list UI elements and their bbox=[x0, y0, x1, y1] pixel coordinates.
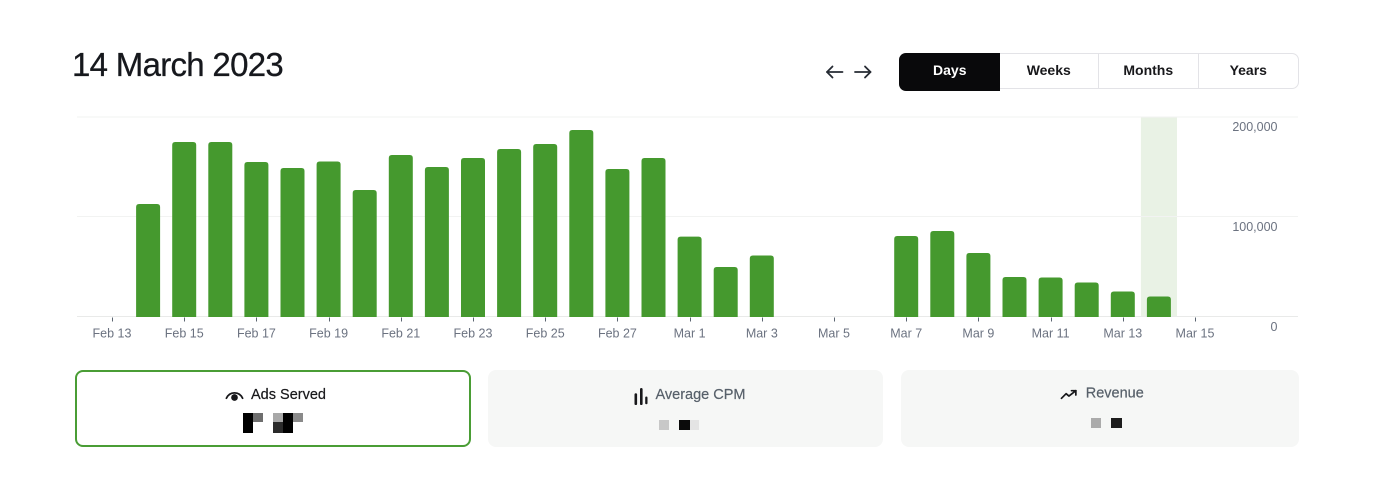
svg-text:Mar 5: Mar 5 bbox=[818, 327, 850, 341]
svg-text:Feb 25: Feb 25 bbox=[526, 327, 565, 341]
svg-text:Mar 7: Mar 7 bbox=[890, 327, 922, 341]
svg-text:100,000: 100,000 bbox=[1232, 220, 1277, 234]
svg-text:200,000: 200,000 bbox=[1232, 120, 1277, 134]
svg-text:Feb 23: Feb 23 bbox=[454, 327, 493, 341]
svg-text:Mar 3: Mar 3 bbox=[746, 327, 778, 341]
svg-text:Mar 13: Mar 13 bbox=[1103, 327, 1142, 341]
svg-text:Feb 19: Feb 19 bbox=[309, 327, 348, 341]
svg-text:Mar 1: Mar 1 bbox=[674, 327, 706, 341]
svg-text:Feb 27: Feb 27 bbox=[598, 327, 637, 341]
svg-text:Feb 15: Feb 15 bbox=[165, 327, 204, 341]
svg-text:Mar 9: Mar 9 bbox=[962, 327, 994, 341]
svg-text:Mar 11: Mar 11 bbox=[1032, 327, 1070, 341]
svg-text:0: 0 bbox=[1271, 320, 1278, 334]
svg-text:Mar 15: Mar 15 bbox=[1176, 327, 1215, 341]
svg-text:Feb 21: Feb 21 bbox=[381, 327, 420, 341]
svg-text:Feb 17: Feb 17 bbox=[237, 327, 276, 341]
svg-text:Feb 13: Feb 13 bbox=[93, 327, 132, 341]
